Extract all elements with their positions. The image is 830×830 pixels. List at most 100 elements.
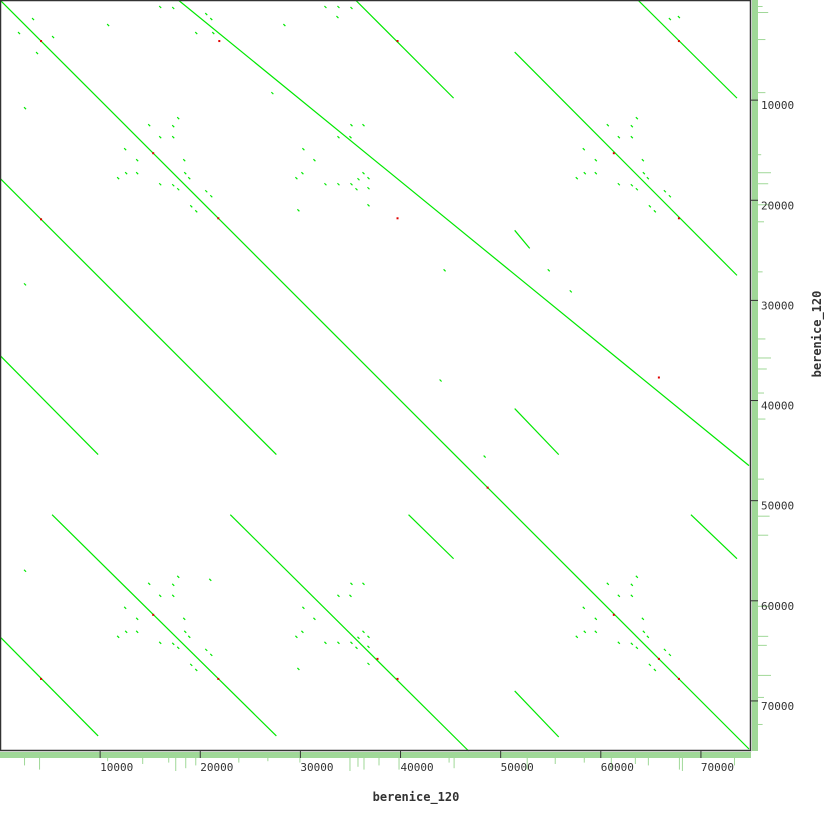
match-dot	[367, 176, 370, 180]
y-coverage-spike	[757, 12, 769, 14]
match-dot	[23, 282, 27, 286]
match-dot	[135, 630, 139, 634]
match-dot	[594, 617, 598, 621]
x-coverage-spike	[634, 757, 636, 764]
y-coverage-spike	[757, 674, 771, 676]
match-dot	[158, 5, 162, 9]
match-dot	[35, 51, 39, 55]
match-dot	[350, 582, 353, 586]
match-dot	[135, 617, 139, 621]
x-coverage-spike	[378, 757, 380, 766]
mismatch-mark	[40, 40, 43, 43]
match-dot	[171, 183, 175, 187]
match-dot	[312, 158, 316, 162]
match-dot	[594, 171, 598, 175]
mismatch-mark	[657, 657, 660, 660]
match-dot	[642, 171, 646, 175]
match-dot	[630, 135, 634, 139]
x-coverage-spike	[299, 757, 301, 763]
match-dot	[583, 171, 587, 175]
mismatch-mark	[376, 657, 379, 660]
match-dot	[575, 176, 579, 180]
mismatch-mark	[612, 613, 615, 616]
mismatch-mark	[217, 677, 220, 680]
y-coverage-spike	[757, 39, 766, 41]
x-coverage-band	[0, 752, 751, 758]
x-coverage-spike	[554, 757, 556, 764]
y-tick-label: 50000	[761, 500, 794, 513]
x-tick-label: 20000	[200, 761, 233, 774]
match-dot	[296, 667, 300, 671]
x-coverage-spike	[349, 757, 351, 771]
mismatch-mark	[486, 486, 489, 489]
match-dot	[194, 668, 198, 672]
match-dot	[282, 23, 286, 27]
match-dot	[294, 176, 298, 180]
match-dot	[124, 630, 128, 634]
y-coverage-band	[752, 0, 758, 751]
match-segment	[637, 0, 738, 99]
y-coverage-spike	[757, 515, 770, 517]
match-dot	[641, 617, 645, 621]
match-dot	[337, 182, 340, 186]
y-axis: 10000 20000 30000 40000 50000 60000 70000	[751, 99, 794, 713]
match-dot	[123, 147, 127, 151]
match-dot	[367, 635, 370, 639]
match-dot	[635, 187, 639, 191]
x-axis: 10000 20000 30000 40000 50000 60000 70000	[99, 751, 734, 774]
match-dot	[362, 123, 365, 127]
x-coverage-spike	[24, 757, 26, 766]
match-dot	[663, 189, 667, 193]
match-dot	[594, 630, 598, 634]
match-dot	[569, 289, 573, 293]
match-segment	[514, 51, 738, 276]
match-dot	[350, 182, 353, 186]
x-tick-label: 10000	[100, 761, 133, 774]
match-dot	[575, 635, 579, 639]
match-dot	[635, 575, 639, 579]
y-coverage-spike	[757, 204, 770, 206]
match-dot	[158, 594, 162, 598]
match-dot	[301, 606, 305, 610]
match-dot	[337, 5, 340, 9]
x-coverage-spike	[583, 757, 585, 763]
match-dot	[189, 663, 193, 667]
match-dot	[362, 630, 365, 634]
y-coverage-spike	[757, 338, 766, 340]
x-coverage-spike	[681, 757, 683, 771]
match-dot	[668, 653, 672, 657]
match-dot	[171, 6, 175, 10]
match-dot	[147, 582, 151, 586]
match-segment	[0, 637, 99, 737]
x-coverage-spike	[610, 757, 612, 770]
match-dot	[171, 642, 175, 646]
match-dot	[204, 12, 208, 16]
match-dot	[668, 17, 672, 21]
mismatch-mark	[40, 677, 43, 680]
x-coverage-spike	[175, 757, 177, 771]
x-coverage-spike	[195, 757, 197, 766]
match-dot	[194, 209, 198, 213]
match-dot	[653, 668, 657, 672]
mismatch-mark	[396, 677, 399, 680]
match-dot	[367, 662, 370, 666]
match-dot	[123, 606, 127, 610]
match-dot	[116, 176, 120, 180]
match-dot	[677, 15, 681, 19]
x-coverage-spike	[733, 757, 735, 766]
match-dot	[630, 594, 634, 598]
x-coverage-spike	[357, 757, 359, 767]
match-dot	[176, 187, 180, 191]
y-coverage-spike	[757, 6, 763, 8]
match-dot	[324, 641, 327, 645]
match-dot	[630, 583, 634, 587]
x-coverage-spike	[363, 757, 365, 770]
match-segment	[0, 177, 277, 456]
match-dot	[194, 31, 198, 35]
match-dot	[630, 183, 634, 187]
y-coverage-spike	[757, 154, 762, 156]
mismatch-mark	[152, 613, 155, 616]
match-dot	[176, 116, 180, 120]
x-coverage-spike	[678, 757, 680, 770]
x-coverage-spike	[647, 757, 649, 766]
